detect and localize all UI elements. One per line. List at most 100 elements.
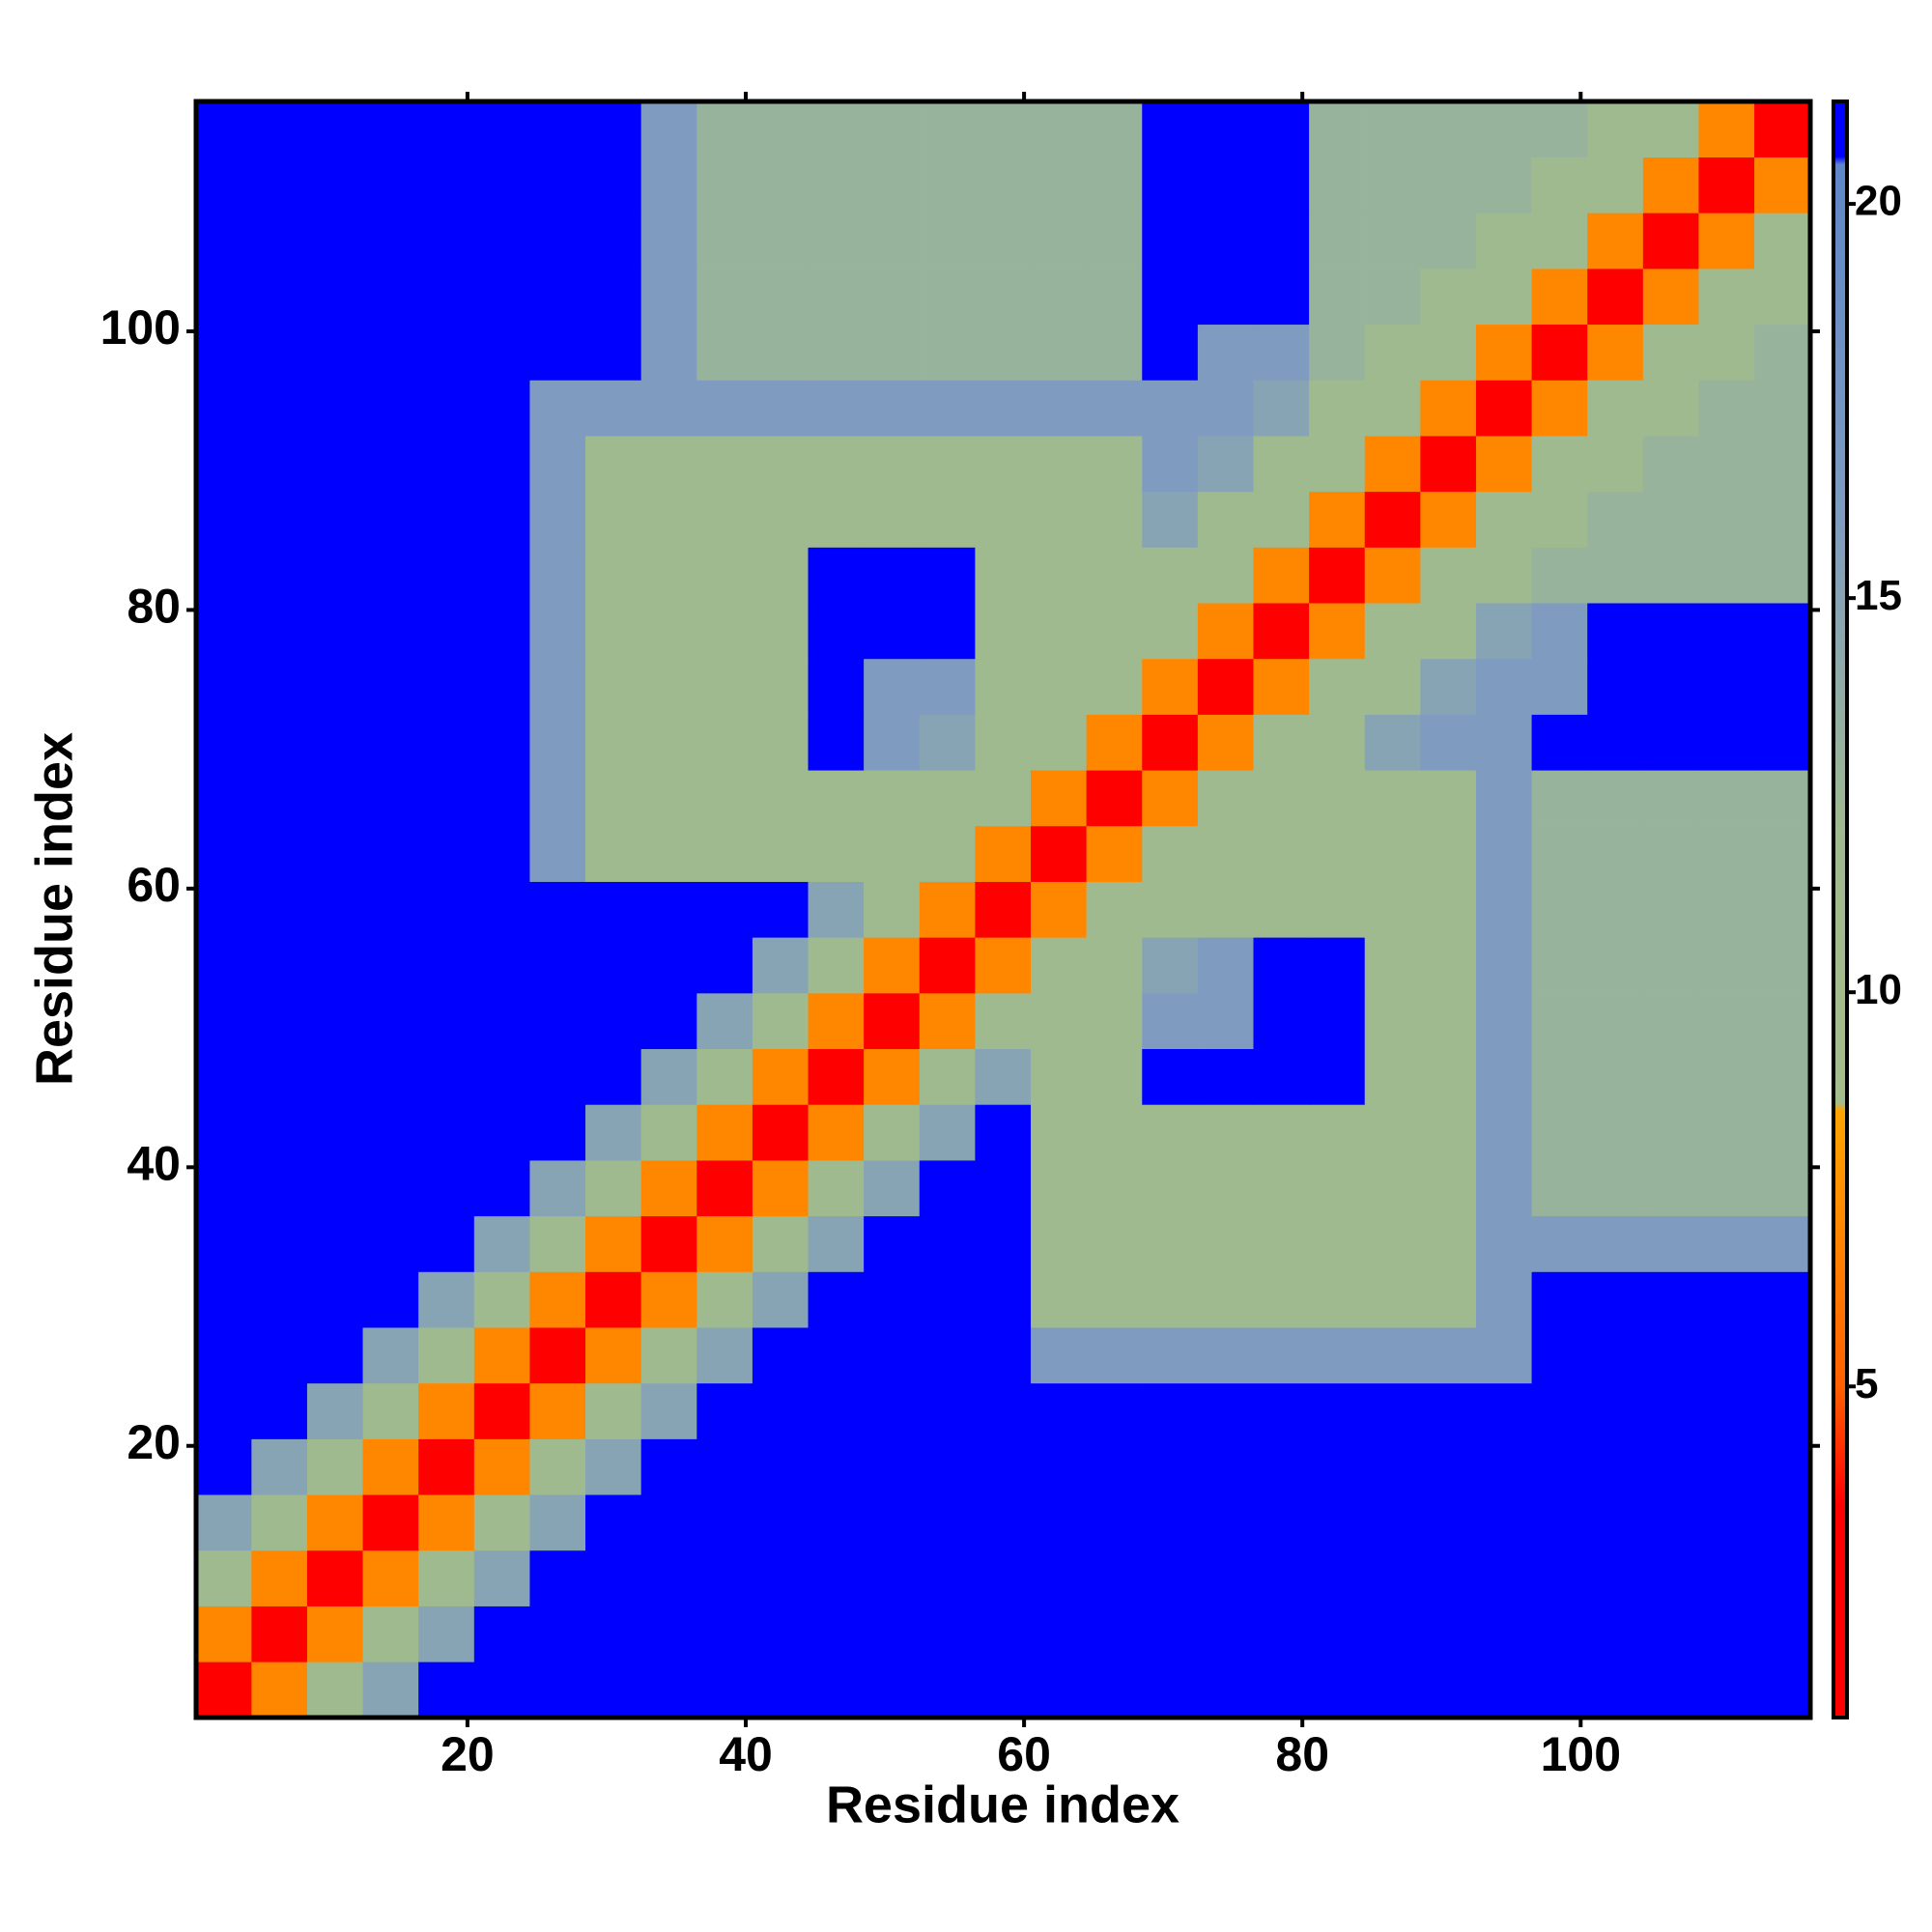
heatmap-cell	[195, 213, 252, 270]
heatmap-cell	[473, 1662, 531, 1719]
heatmap-cell	[864, 268, 921, 326]
heatmap-cell	[975, 268, 1032, 326]
heatmap-cell	[418, 1438, 475, 1495]
heatmap-cell	[1031, 602, 1088, 660]
heatmap-cell	[919, 1382, 976, 1439]
heatmap-cell	[1364, 324, 1421, 381]
heatmap-cell	[418, 100, 475, 157]
heatmap-cell	[696, 1662, 753, 1719]
heatmap-cell	[1253, 435, 1310, 493]
heatmap-cell	[195, 992, 252, 1050]
heatmap-cell	[864, 825, 921, 882]
heatmap-cell	[1531, 1104, 1588, 1161]
heatmap-cell	[1754, 100, 1811, 157]
heatmap-cell	[1587, 1549, 1644, 1606]
heatmap-cell	[1642, 324, 1700, 381]
heatmap-cell	[1642, 100, 1700, 157]
heatmap-cell	[1587, 1605, 1644, 1662]
heatmap-cell	[1475, 435, 1533, 493]
heatmap-cell	[864, 547, 921, 604]
heatmap-cell	[251, 268, 308, 326]
heatmap-cell	[1475, 213, 1533, 270]
heatmap-cell	[752, 992, 810, 1050]
heatmap-cell	[975, 602, 1032, 660]
heatmap-cell	[1253, 547, 1310, 604]
y-tick-label: 100	[100, 300, 181, 355]
heatmap-cell	[752, 1048, 810, 1105]
heatmap-cell	[251, 1662, 308, 1719]
heatmap-cell	[1364, 1215, 1421, 1272]
heatmap-cell	[808, 1271, 865, 1328]
heatmap-cell	[1475, 156, 1533, 213]
heatmap-cell	[1698, 992, 1755, 1050]
heatmap-cell	[1531, 825, 1588, 882]
x-tick-label: 100	[1541, 1727, 1621, 1781]
heatmap-cell	[195, 1605, 252, 1662]
heatmap-cell	[640, 1104, 697, 1161]
heatmap-cell	[1642, 1326, 1700, 1384]
heatmap-cell	[696, 324, 753, 381]
heatmap-cell	[1420, 937, 1477, 994]
heatmap-cell	[473, 213, 531, 270]
heatmap-cell	[418, 1048, 475, 1105]
heatmap-cell	[752, 825, 810, 882]
heatmap-cell	[1587, 1493, 1644, 1551]
heatmap-cell	[1642, 547, 1700, 604]
heatmap-cell	[1475, 1326, 1533, 1384]
y-tick-label: 60	[127, 858, 181, 912]
heatmap-cell	[1086, 1215, 1143, 1272]
heatmap-cell	[864, 992, 921, 1050]
heatmap-cell	[1031, 435, 1088, 493]
heatmap-cell	[1642, 1215, 1700, 1272]
heatmap-cell	[1587, 825, 1644, 882]
heatmap-cell	[1475, 1493, 1533, 1551]
heatmap-cell	[1754, 1048, 1811, 1105]
heatmap-cell	[473, 1104, 531, 1161]
heatmap-cell	[418, 268, 475, 326]
heatmap-cell	[1086, 1549, 1143, 1606]
heatmap-cell	[1475, 937, 1533, 994]
heatmap-cell	[975, 1382, 1032, 1439]
heatmap-cell	[1531, 268, 1588, 326]
heatmap-cell	[195, 1159, 252, 1217]
heatmap-cell	[585, 1048, 642, 1105]
heatmap-cell	[1642, 1438, 1700, 1495]
heatmap-cell	[585, 156, 642, 213]
heatmap-cell	[1642, 1382, 1700, 1439]
heatmap-cell	[1754, 380, 1811, 437]
colorbar-tick-label: 20	[1855, 178, 1902, 225]
heatmap-cell	[1197, 547, 1255, 604]
heatmap-cell	[1475, 1215, 1533, 1272]
heatmap-cell	[1364, 156, 1421, 213]
heatmap-cell	[1587, 1104, 1644, 1161]
heatmap-cell	[1642, 1104, 1700, 1161]
heatmap-cell	[1531, 491, 1588, 548]
heatmap-cell	[306, 547, 364, 604]
heatmap-cell	[1031, 881, 1088, 938]
heatmap-cell	[251, 547, 308, 604]
heatmap-cell	[1309, 1104, 1366, 1161]
heatmap-cell	[1642, 769, 1700, 827]
heatmap-cell	[585, 1438, 642, 1495]
heatmap-cell	[1086, 1438, 1143, 1495]
heatmap-cell	[1142, 1104, 1199, 1161]
heatmap-cell	[975, 156, 1032, 213]
heatmap-cell	[1754, 1215, 1811, 1272]
heatmap-cell	[975, 1048, 1032, 1105]
heatmap-cell	[418, 491, 475, 548]
heatmap-cell	[1031, 1662, 1088, 1719]
heatmap-cell	[1197, 213, 1255, 270]
heatmap-cell	[585, 1271, 642, 1328]
plot-frame	[193, 99, 1813, 1720]
heatmap-cell	[1587, 156, 1644, 213]
heatmap-cell	[306, 268, 364, 326]
heatmap-cell	[919, 1159, 976, 1217]
heatmap-cell	[640, 213, 697, 270]
heatmap-cell	[752, 1493, 810, 1551]
heatmap-cell	[1309, 825, 1366, 882]
heatmap-cell	[1754, 324, 1811, 381]
heatmap-cell	[864, 156, 921, 213]
heatmap-cell	[1253, 1382, 1310, 1439]
heatmap-cell	[362, 602, 419, 660]
heatmap-cell	[1253, 268, 1310, 326]
